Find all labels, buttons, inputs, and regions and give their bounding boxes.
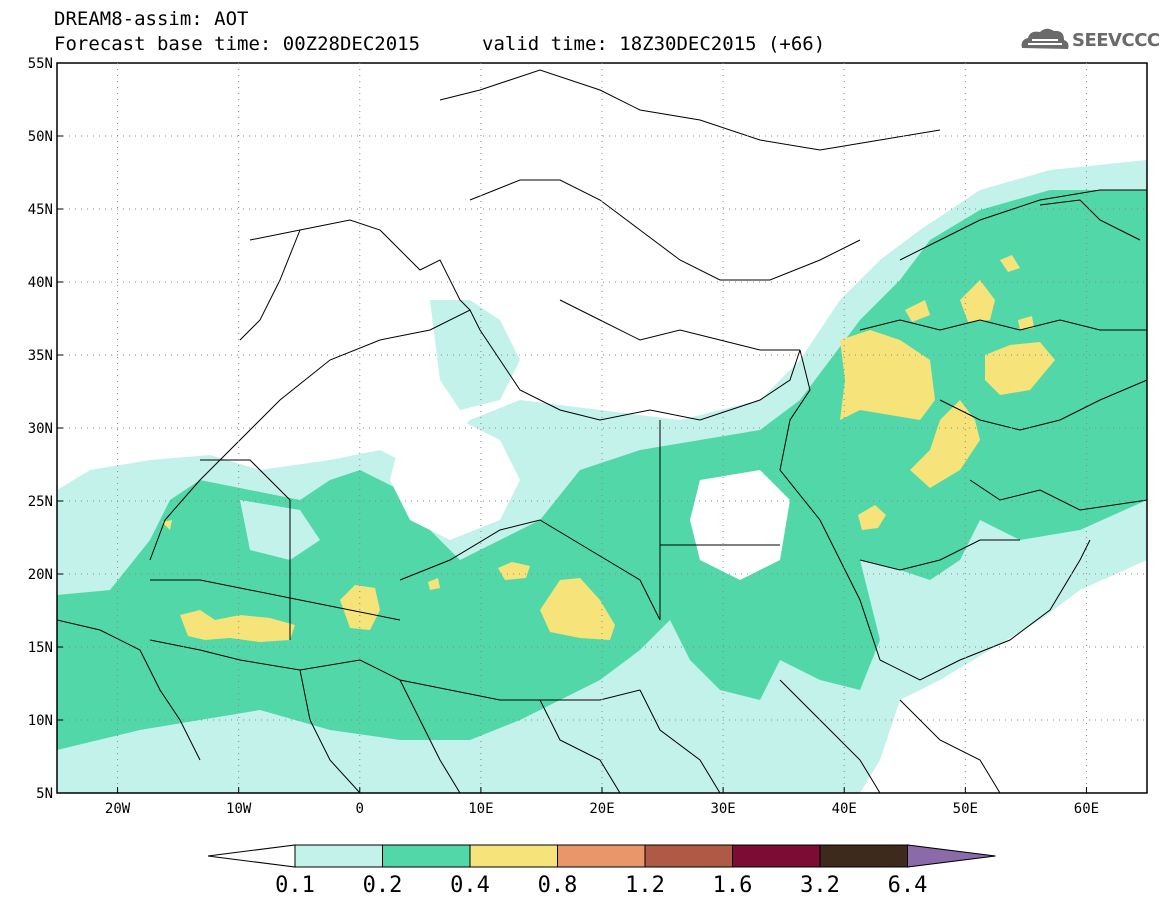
forecast-base-time: Forecast base time: 00Z28DEC2015 xyxy=(54,33,421,55)
logo-text: SEEVCCC xyxy=(1072,30,1160,51)
aot-map: 55N 50N 45N 40N 35N 30N 25N 20N 15N 10N 5N 20W 10W 0… xyxy=(28,56,1148,817)
aot-contours xyxy=(57,160,1147,793)
lat-label: 20N xyxy=(28,567,53,583)
legend-level-label: 3.2 xyxy=(800,873,840,898)
graticule xyxy=(57,62,1147,794)
country-borders xyxy=(57,69,1147,793)
seevccc-logo-icon xyxy=(1021,28,1069,49)
legend-swatch xyxy=(557,844,646,868)
legend-swatch xyxy=(382,844,471,868)
lon-label: 20W xyxy=(105,801,131,817)
legend-level-label: 6.4 xyxy=(887,873,928,898)
legend-low-arrow xyxy=(207,844,296,868)
longitude-labels: 20W 10W 0 10E 20E 30E 40E 50E 60E xyxy=(105,801,1099,817)
lat-label: 25N xyxy=(28,494,53,510)
lat-label: 40N xyxy=(28,275,53,291)
legend-swatch xyxy=(819,844,908,868)
lon-label: 10W xyxy=(226,801,252,817)
legend-swatch xyxy=(644,844,733,868)
legend-level-label: 0.1 xyxy=(275,873,315,898)
lon-label: 50E xyxy=(953,801,978,817)
lon-label: 30E xyxy=(710,801,735,817)
chart-title: DREAM8-assim: AOT xyxy=(54,8,249,30)
lat-label: 5N xyxy=(36,786,53,802)
lon-label: 40E xyxy=(832,801,857,817)
lat-label: 45N xyxy=(28,202,53,218)
lon-label: 10E xyxy=(468,801,493,817)
legend-level-label: 0.8 xyxy=(537,873,578,898)
legend-high-arrow xyxy=(907,844,996,868)
lon-label: 0 xyxy=(356,801,364,817)
legend-level-label: 0.2 xyxy=(362,873,403,898)
legend-level-label: 0.4 xyxy=(450,873,490,898)
lon-label: 60E xyxy=(1074,801,1099,817)
lat-label: 50N xyxy=(28,129,53,145)
latitude-labels: 55N 50N 45N 40N 35N 30N 25N 20N 15N 10N 5N xyxy=(28,56,53,802)
color-legend xyxy=(207,844,996,868)
legend-swatch xyxy=(732,844,821,868)
legend-level-label: 1.6 xyxy=(712,873,753,898)
lat-label: 15N xyxy=(28,640,53,656)
lat-label: 55N xyxy=(28,56,53,72)
valid-time: valid time: 18Z30DEC2015 (+66) xyxy=(482,33,826,55)
lon-label: 20E xyxy=(589,801,614,817)
lat-label: 30N xyxy=(28,421,53,437)
legend-swatch xyxy=(294,844,383,868)
legend-swatch xyxy=(469,844,558,868)
legend-level-label: 1.2 xyxy=(625,873,665,898)
lat-label: 35N xyxy=(28,348,53,364)
lat-label: 10N xyxy=(28,713,53,729)
